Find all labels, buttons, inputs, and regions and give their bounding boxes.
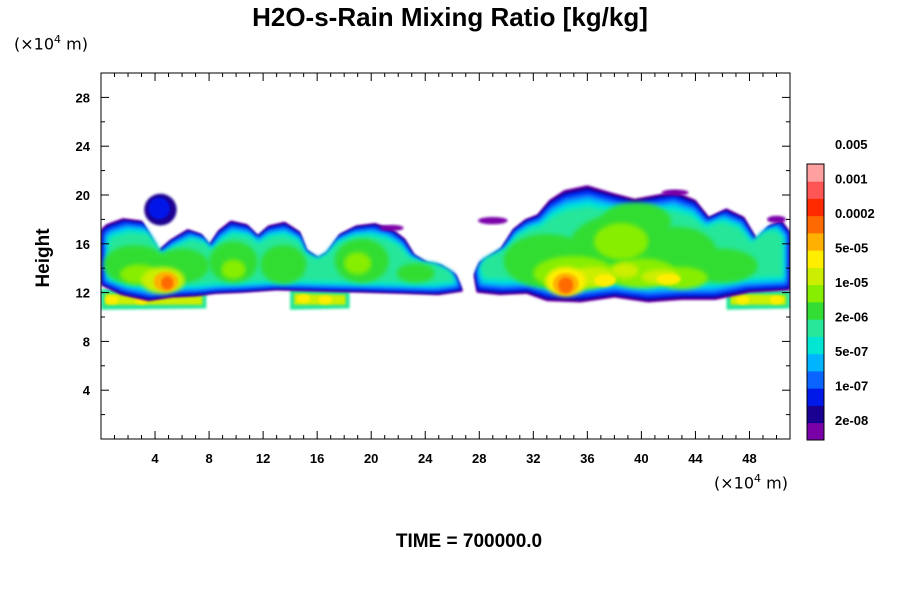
x-tick-label: 4 (151, 451, 159, 466)
cloud-top-fringe (661, 189, 689, 196)
y-tick-label: 20 (76, 188, 90, 203)
colorbar-swatch (807, 267, 824, 286)
colorbar-swatch (807, 181, 824, 199)
colorbar-swatch (807, 164, 824, 182)
colorbar: 2e-08 1e-07 5e-07 2e-06 1e-05 5e-05 0.0002 0.00… (806, 137, 875, 441)
east-cloud-inner (594, 223, 649, 260)
x-tick-label: 12 (256, 451, 270, 466)
colorbar-swatch (807, 319, 824, 337)
colorbar-label: 5e-05 (835, 240, 868, 255)
colorbar-label: 2e-06 (835, 309, 868, 324)
colorbar-label: 1e-05 (835, 275, 868, 290)
colorbar-swatch (807, 198, 824, 217)
colorbar-swatch (807, 233, 824, 251)
colorbar-swatch (807, 336, 824, 355)
colorbar-label: 0.005 (835, 137, 868, 152)
chart-title: H2O-s-Rain Mixing Ratio [kg/kg] (252, 2, 648, 32)
east-cloud-higher (594, 274, 616, 287)
lower-rain-maximum (735, 295, 750, 305)
y-tick-label: 24 (76, 139, 91, 154)
plot-frame (100, 72, 791, 440)
x-tick-label: 24 (418, 451, 433, 466)
colorbar-swatch (807, 405, 824, 424)
y-tick-label: 12 (76, 286, 90, 301)
west-cloud-inner (221, 259, 246, 280)
y-tick-label: 4 (83, 383, 91, 398)
cloud-top-fringe (477, 216, 508, 225)
time-label: TIME = 700000.0 (395, 531, 543, 552)
x-tick-label: 32 (526, 451, 540, 466)
x-tick-label: 8 (205, 451, 212, 466)
x-tick-label: 44 (688, 451, 703, 466)
colorbar-swatch (807, 284, 824, 303)
west-cloud-inner (344, 252, 372, 275)
colorbar-swatch (807, 302, 824, 320)
x-tick-label: 40 (634, 451, 648, 466)
lower-rain-maximum (105, 295, 119, 305)
rain-maximum-east-core (558, 277, 574, 294)
colorbar-swatch (807, 422, 824, 441)
lower-rain-maximum (769, 295, 784, 305)
colorbar-label: 2e-08 (835, 413, 868, 428)
x-tick-label: 20 (364, 451, 378, 466)
east-cloud-higher (656, 273, 681, 285)
colorbar-label: 1e-07 (835, 378, 868, 393)
cloud-top-fringe (767, 215, 786, 224)
cloud-top-fringe (379, 224, 404, 231)
east-cloud-high (611, 263, 639, 278)
colorbar-swatch (807, 215, 824, 234)
colorbar-swatch (807, 388, 824, 406)
lower-rain-maximum (296, 294, 311, 303)
rain-maximum-west-core (161, 276, 174, 290)
x-tick-label: 36 (580, 451, 594, 466)
y-tick-label: 16 (76, 237, 90, 252)
lower-rain-maximum (318, 295, 333, 305)
x-tick-label: 28 (472, 451, 486, 466)
x-tick-label: 16 (310, 451, 324, 466)
y-axis-unit-label: (×104 m) (14, 33, 88, 54)
colorbar-frame (806, 163, 825, 441)
rain-mixing-ratio-field (101, 185, 790, 310)
y-tick-label: 8 (83, 334, 90, 349)
colorbar-label: 0.0002 (835, 206, 875, 221)
y-tick-label: 28 (76, 90, 90, 105)
colorbar-swatch (807, 371, 824, 389)
x-tick-label: 48 (742, 451, 756, 466)
colorbar-swatch (807, 250, 824, 268)
x-axis-unit-label: (×104 m) (714, 472, 788, 493)
colorbar-label: 0.001 (835, 171, 868, 186)
west-cloud-core (396, 263, 435, 283)
west-cloud-core (260, 245, 307, 285)
colorbar-swatch (807, 353, 824, 372)
colorbar-label: 5e-07 (835, 344, 868, 359)
isolated-cell-inner (148, 197, 170, 220)
